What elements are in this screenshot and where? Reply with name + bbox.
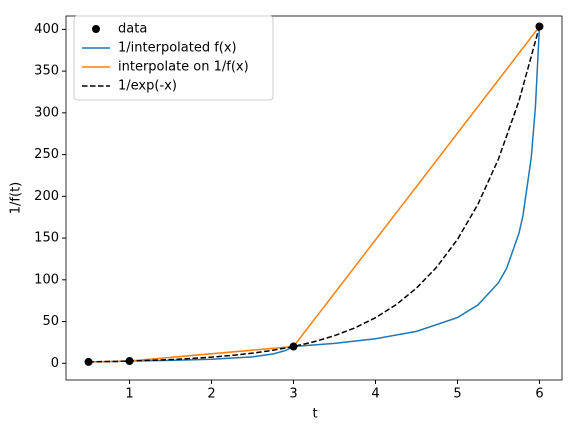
y-tick-label: 200 [34, 189, 59, 204]
legend-marker [92, 25, 100, 33]
plot-area [84, 22, 544, 366]
legend-label: data [118, 22, 147, 37]
y-tick-label: 0 [51, 356, 59, 371]
x-tick-label: 6 [535, 387, 543, 402]
y-tick-label: 400 [34, 22, 59, 37]
y-tick-label: 300 [34, 105, 59, 120]
line [88, 26, 541, 363]
data-point [535, 22, 544, 31]
y-tick-label: 100 [34, 272, 59, 287]
x-axis-label: t [312, 407, 317, 422]
line [88, 26, 541, 363]
legend-label: 1/exp(-x) [118, 79, 177, 94]
x-tick-label: 1 [125, 387, 133, 402]
x-tick-label: 5 [453, 387, 461, 402]
legend-label: 1/interpolated f(x) [118, 41, 237, 56]
y-tick-label: 350 [34, 64, 59, 79]
y-tick-label: 50 [42, 314, 59, 329]
x-tick-label: 2 [207, 387, 215, 402]
data-point [289, 342, 298, 351]
y-axis-label: 1/f(t) [9, 182, 24, 214]
y-tick-label: 250 [34, 147, 59, 162]
legend-label: interpolate on 1/f(x) [118, 60, 249, 75]
x-tick-label: 4 [371, 387, 379, 402]
data-point [84, 357, 93, 366]
x-tick-label: 3 [289, 387, 297, 402]
axes-frame [65, 15, 563, 381]
legend-box [73, 15, 274, 101]
y-tick-label: 150 [34, 231, 59, 246]
data-point [125, 357, 134, 366]
